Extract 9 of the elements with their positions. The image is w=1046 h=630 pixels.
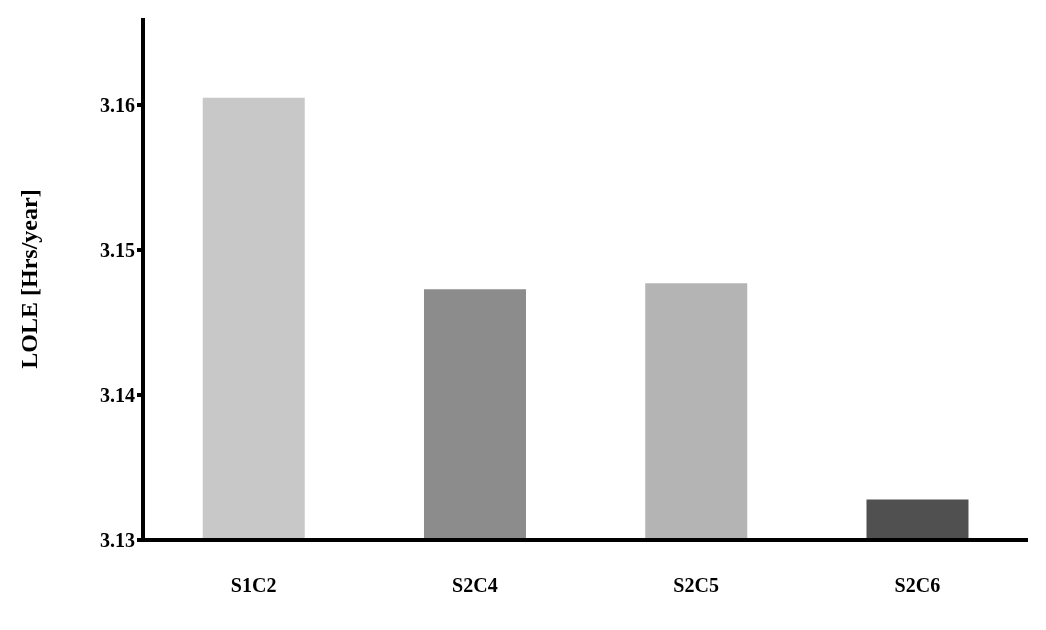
y-axis-title: LOLE [Hrs/year] [15,189,42,369]
x-tick-label: S2C5 [673,574,719,597]
y-tick-label: 3.13 [100,529,135,552]
y-tick-label: 3.16 [100,94,135,117]
x-tick-label: S1C2 [230,574,277,597]
x-tick-label: S2C6 [894,574,941,597]
y-tick-label: 3.15 [100,239,135,262]
y-tick-label: 3.14 [100,384,135,407]
x-tick-label: S2C4 [452,574,498,597]
